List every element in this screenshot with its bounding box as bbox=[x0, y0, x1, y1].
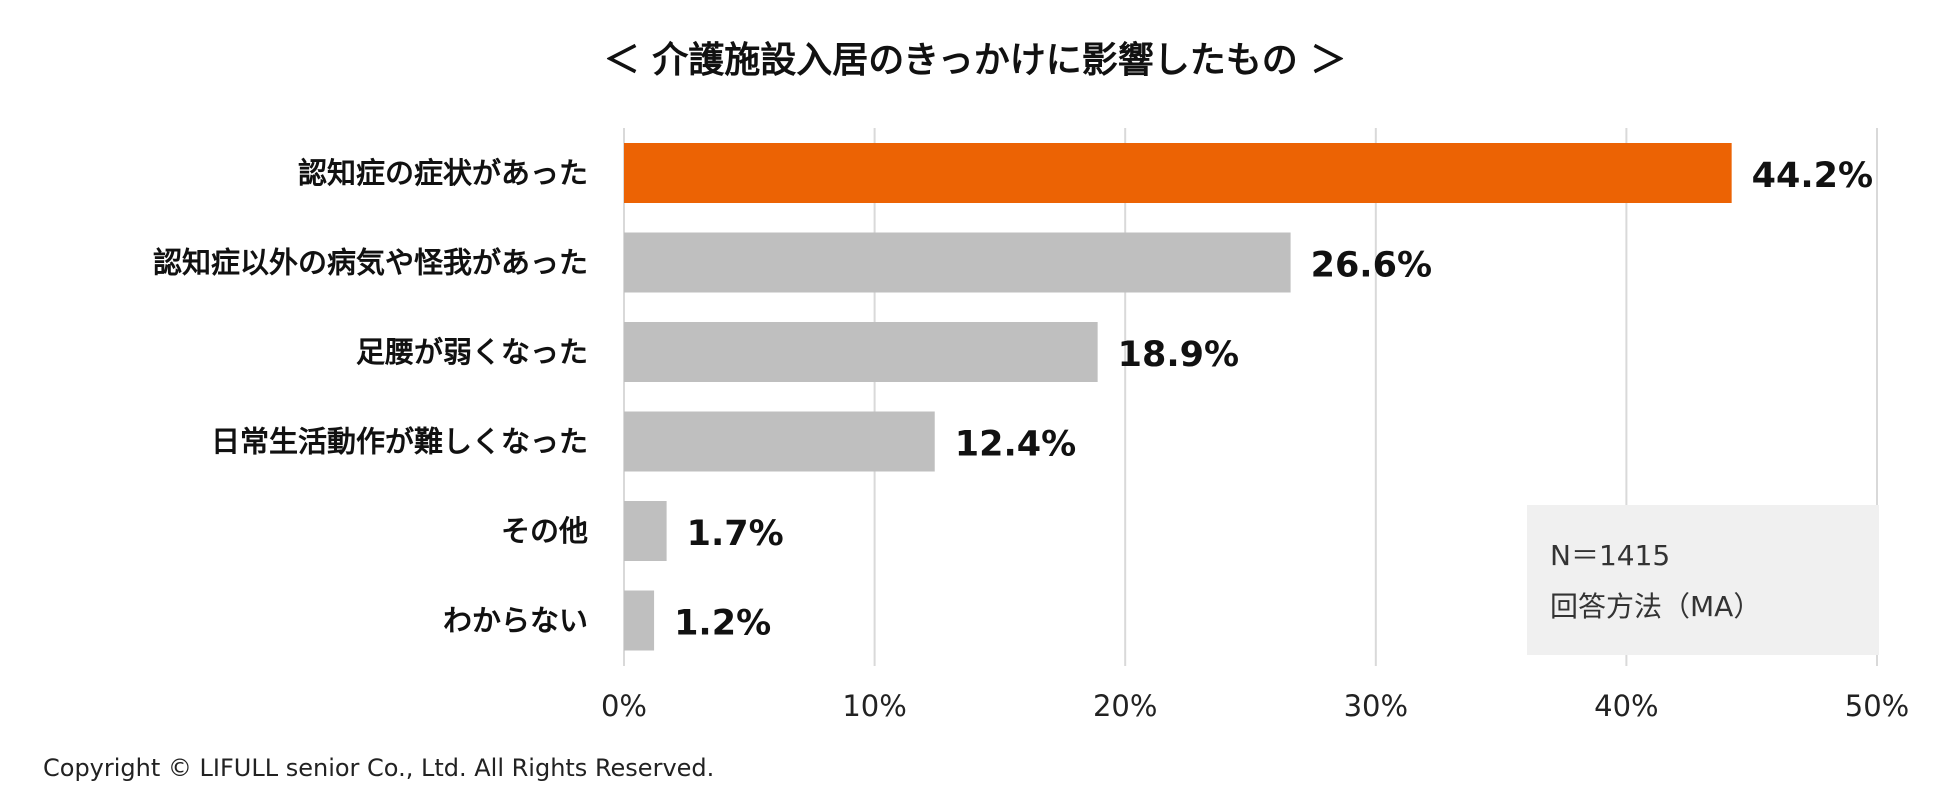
category-label: 認知症の症状があった bbox=[298, 156, 588, 190]
x-tick-label: 40% bbox=[1594, 689, 1658, 723]
value-label: 1.2% bbox=[674, 604, 771, 644]
category-label: わからない bbox=[443, 604, 588, 638]
sample-note-background bbox=[1527, 505, 1879, 655]
copyright-text: Copyright © LIFULL senior Co., Ltd. All … bbox=[43, 754, 714, 782]
sample-size-text: N＝1415 bbox=[1550, 539, 1670, 572]
chart-title: ＜ 介護施設入居のきっかけに影響したもの ＞ bbox=[604, 39, 1347, 81]
bar bbox=[624, 143, 1732, 203]
category-labels: 認知症の症状があった認知症以外の病気や怪我があった足腰が弱くなった日常生活動作が… bbox=[153, 156, 588, 638]
value-label: 44.2% bbox=[1752, 156, 1873, 196]
x-axis-ticks: 0% 10% 20% 30% 40% 50% bbox=[601, 689, 1909, 723]
value-labels: 44.2% 26.6% 18.9% 12.4% 1.7% 1.2% bbox=[674, 156, 1873, 644]
value-label: 1.7% bbox=[687, 514, 784, 554]
sample-note: N＝1415 回答方法（MA） bbox=[1527, 505, 1879, 655]
bar bbox=[624, 411, 935, 472]
x-tick-label: 50% bbox=[1845, 689, 1909, 723]
x-tick-label: 10% bbox=[842, 689, 906, 723]
category-label: 日常生活動作が難しくなった bbox=[211, 425, 588, 459]
value-label: 18.9% bbox=[1118, 335, 1239, 375]
bar bbox=[624, 590, 655, 651]
category-label: 足腰が弱くなった bbox=[356, 335, 588, 369]
gridlines bbox=[623, 128, 1878, 666]
bar bbox=[624, 232, 1291, 293]
bar bbox=[624, 322, 1098, 382]
bars bbox=[624, 143, 1732, 651]
x-tick-label: 30% bbox=[1344, 689, 1408, 723]
x-tick-label: 20% bbox=[1093, 689, 1157, 723]
value-label: 12.4% bbox=[955, 425, 1076, 465]
category-label: その他 bbox=[501, 514, 588, 548]
category-label: 認知症以外の病気や怪我があった bbox=[153, 246, 588, 280]
bar bbox=[624, 501, 667, 561]
x-tick-label: 0% bbox=[601, 689, 647, 723]
answer-method-text: 回答方法（MA） bbox=[1550, 590, 1761, 623]
value-label: 26.6% bbox=[1311, 246, 1432, 286]
